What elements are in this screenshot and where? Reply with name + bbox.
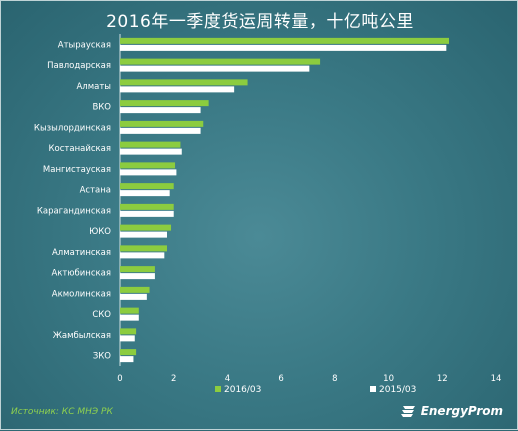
bar-2015 bbox=[120, 273, 155, 280]
brand-name: EnergyProm bbox=[420, 404, 503, 418]
category-label: Костанайская bbox=[49, 144, 112, 154]
category-label: Жамбылская bbox=[53, 331, 111, 341]
bar-2016 bbox=[120, 286, 150, 293]
bar-2015 bbox=[120, 86, 235, 93]
bar-2016 bbox=[120, 58, 321, 65]
category-label: Атырауская bbox=[58, 40, 111, 50]
legend-swatch-2015 bbox=[370, 386, 376, 392]
bar-2015 bbox=[120, 314, 139, 321]
bar-2016 bbox=[120, 224, 172, 231]
bar-2016 bbox=[120, 141, 181, 148]
bar-2015 bbox=[120, 127, 201, 134]
bar-2015 bbox=[120, 335, 135, 342]
category-label: СКО bbox=[92, 310, 111, 320]
bar-2015 bbox=[120, 252, 165, 259]
source-note: Источник: КС МНЭ РК bbox=[11, 407, 113, 417]
bar-2015 bbox=[120, 210, 174, 217]
bar-2016 bbox=[120, 266, 155, 273]
bar-2015 bbox=[120, 148, 182, 155]
category-label: Алматы bbox=[76, 82, 111, 92]
bar-2015 bbox=[120, 169, 177, 176]
category-label: Акмолинская bbox=[52, 289, 111, 299]
chart-title: 2016年一季度货运周转量，十亿吨公里 bbox=[106, 12, 414, 32]
category-label: ВКО bbox=[92, 103, 111, 113]
x-tick-label: 14 bbox=[491, 374, 502, 384]
bar-2016 bbox=[120, 100, 209, 107]
bar-2016 bbox=[120, 203, 174, 210]
category-label: Алматинская bbox=[52, 248, 111, 258]
bar-2015 bbox=[120, 293, 147, 300]
energyprom-logo-icon bbox=[400, 406, 415, 417]
bar-2016 bbox=[120, 307, 139, 314]
x-tick-label: 4 bbox=[225, 374, 230, 384]
bar-2016 bbox=[120, 120, 204, 127]
category-label: Актюбинская bbox=[51, 269, 111, 279]
bar-2015 bbox=[120, 356, 134, 363]
bar-2016 bbox=[120, 245, 167, 252]
x-tick-label: 10 bbox=[383, 374, 394, 384]
category-label: ЗКО bbox=[93, 352, 111, 362]
x-tick-label: 0 bbox=[117, 374, 122, 384]
bar-2015 bbox=[120, 107, 201, 114]
bar-2016 bbox=[120, 328, 137, 335]
legend-label: 2015/03 bbox=[379, 385, 416, 395]
x-tick-label: 6 bbox=[278, 374, 283, 384]
bar-2016 bbox=[120, 37, 449, 44]
x-tick-label: 2 bbox=[171, 374, 176, 384]
category-label: Павлодарская bbox=[47, 61, 111, 71]
brand-logo: EnergyProm bbox=[400, 404, 503, 418]
bar-2016 bbox=[120, 349, 137, 356]
bar-2016 bbox=[120, 183, 174, 190]
category-label: Карагандинская bbox=[37, 206, 111, 216]
bar-2015 bbox=[120, 65, 310, 72]
bar-2016 bbox=[120, 162, 176, 169]
bar-2016 bbox=[120, 79, 248, 86]
category-label: Астана bbox=[80, 186, 111, 196]
legend-label: 2016/03 bbox=[224, 385, 261, 395]
x-tick-label: 12 bbox=[437, 374, 448, 384]
category-label: ЮКО bbox=[89, 227, 111, 237]
category-label: Кызылординская bbox=[34, 123, 111, 133]
legend-swatch-2016 bbox=[215, 386, 221, 392]
x-tick-label: 8 bbox=[332, 374, 337, 384]
category-label: Мангистауская bbox=[43, 165, 111, 175]
bar-2015 bbox=[120, 44, 447, 51]
bar-2015 bbox=[120, 190, 170, 197]
bar-2015 bbox=[120, 231, 167, 238]
